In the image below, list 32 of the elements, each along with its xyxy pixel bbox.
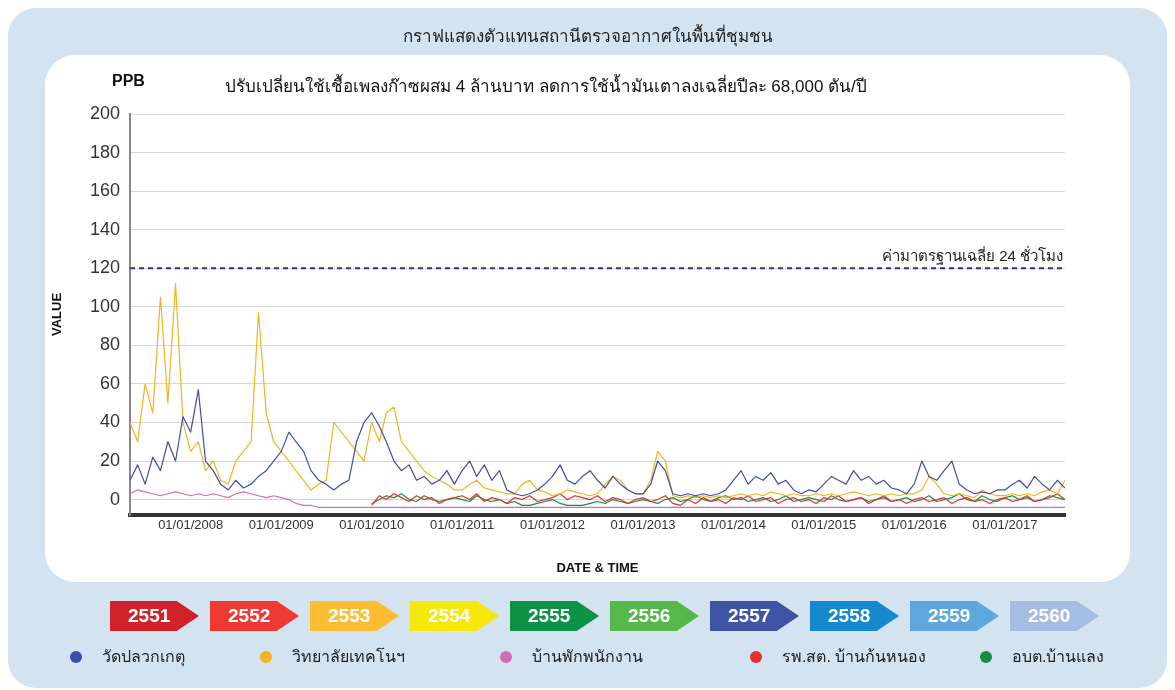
y-tick-label: 0 xyxy=(109,488,120,509)
legend-label: วิทยาลัยเทคโนฯ xyxy=(292,646,405,667)
y-tick-label: 140 xyxy=(89,218,120,239)
y-tick-label: 60 xyxy=(99,372,120,393)
x-tick-label: 01/01/2008 xyxy=(158,517,224,533)
x-tick-label: 01/01/2011 xyxy=(430,517,495,533)
legend-label: บ้านพักพนักงาน xyxy=(532,647,643,667)
chart-subtitle: ปรับเปลี่ยนใช้เชื้อเพลงก๊าซผสม 4 ล้านบาท ลดการใช้น้ำมันเตาลงเฉลี่ยปีละ 68,000 ตัน/ปี xyxy=(225,73,867,98)
y-tick-label: 180 xyxy=(89,141,120,162)
legend-label: รพ.สต. บ้านก้นหนอง xyxy=(782,647,927,667)
y-tick-label: 200 xyxy=(89,102,120,123)
y-tick-label: 20 xyxy=(99,449,120,470)
x-tick-label: 01/01/2010 xyxy=(339,517,405,533)
legend-label: อบต.บ้านแลง xyxy=(1012,647,1105,667)
chart-title: กราฟแสดงตัวแทนสถานีตรวจอากาศในพื้นที่ชุมชน xyxy=(401,23,774,49)
y-axis-title: VALUE xyxy=(49,292,65,337)
y-tick-label: 80 xyxy=(99,334,120,355)
x-tick-label: 01/01/2013 xyxy=(610,517,676,533)
x-tick-label: 01/01/2014 xyxy=(700,517,766,533)
y-tick-label: 100 xyxy=(89,295,120,316)
y-tick-label: 160 xyxy=(89,180,120,201)
x-tick-label: 01/01/2009 xyxy=(248,517,314,533)
y-tick-label: 120 xyxy=(89,257,120,278)
legend-label: วัดปลวกเกตุ xyxy=(102,647,185,669)
x-axis-title: DATE & TIME xyxy=(556,559,639,575)
x-tick-label: 01/01/2017 xyxy=(972,517,1038,533)
ref-line-label: ค่ามาตรฐานเฉลี่ย 24 ชั่วโมง xyxy=(881,244,1063,265)
x-tick-label: 01/01/2012 xyxy=(519,517,585,533)
x-tick-label: 01/01/2015 xyxy=(791,517,857,533)
y-tick-label: 40 xyxy=(99,411,120,432)
text: PPB xyxy=(112,72,145,90)
x-tick-label: 01/01/2016 xyxy=(881,517,947,533)
